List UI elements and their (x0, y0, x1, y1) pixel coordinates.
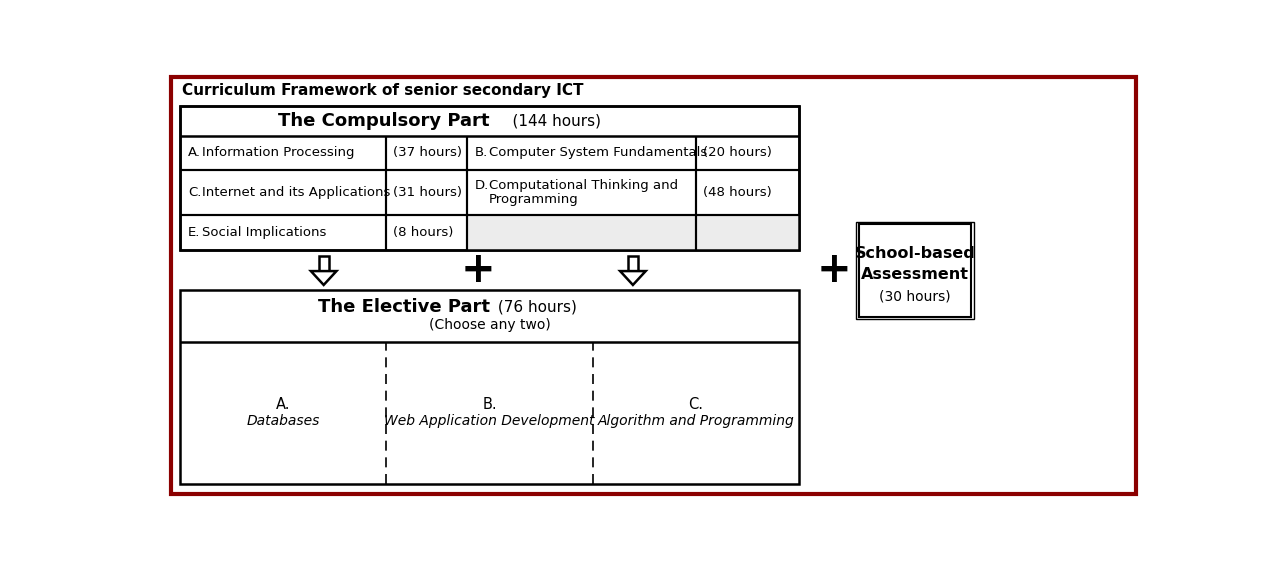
Bar (319, 256, 329, 271)
Text: Web Application Development: Web Application Development (384, 414, 594, 428)
Text: C.: C. (187, 186, 201, 199)
Text: (76 hours): (76 hours) (493, 299, 578, 314)
Text: The Compulsory Part: The Compulsory Part (278, 112, 490, 130)
Bar (180, 106, 798, 250)
Text: (30 hours): (30 hours) (880, 289, 951, 303)
Text: B.: B. (474, 146, 488, 159)
Text: E.: E. (187, 225, 200, 238)
Text: Curriculum Framework of senior secondary ICT: Curriculum Framework of senior secondary… (182, 84, 584, 98)
Text: Internet and its Applications: Internet and its Applications (201, 186, 390, 199)
Text: C.: C. (688, 397, 704, 412)
Text: Databases: Databases (246, 414, 320, 428)
Text: A.: A. (277, 397, 291, 412)
Text: Information Processing: Information Processing (201, 146, 354, 159)
Text: The Elective Part: The Elective Part (317, 298, 490, 316)
Text: (Choose any two): (Choose any two) (428, 318, 551, 332)
Bar (859, 224, 972, 316)
Bar (627, 256, 638, 271)
Text: +: + (462, 249, 496, 292)
Polygon shape (311, 271, 337, 285)
Text: B.: B. (482, 397, 497, 412)
Text: School-based: School-based (854, 246, 975, 261)
Text: (48 hours): (48 hours) (704, 186, 773, 199)
Text: A.: A. (187, 146, 201, 159)
Bar (180, 289, 798, 484)
Bar (467, 215, 798, 250)
Text: +: + (816, 249, 850, 292)
Text: Assessment: Assessment (861, 267, 969, 282)
Text: (20 hours): (20 hours) (704, 146, 773, 159)
Text: (37 hours): (37 hours) (394, 146, 463, 159)
Text: (31 hours): (31 hours) (394, 186, 463, 199)
Text: Computer System Fundamentals: Computer System Fundamentals (488, 146, 708, 159)
Text: D.: D. (474, 179, 490, 192)
Text: (8 hours): (8 hours) (394, 225, 454, 238)
Text: Algorithm and Programming: Algorithm and Programming (597, 414, 794, 428)
Polygon shape (620, 271, 645, 285)
Text: Programming: Programming (488, 193, 579, 206)
Text: Computational Thinking and: Computational Thinking and (488, 179, 678, 192)
Bar (857, 222, 974, 319)
Text: (144 hours): (144 hours) (493, 114, 602, 128)
Text: Social Implications: Social Implications (201, 225, 326, 238)
Bar (180, 106, 798, 250)
